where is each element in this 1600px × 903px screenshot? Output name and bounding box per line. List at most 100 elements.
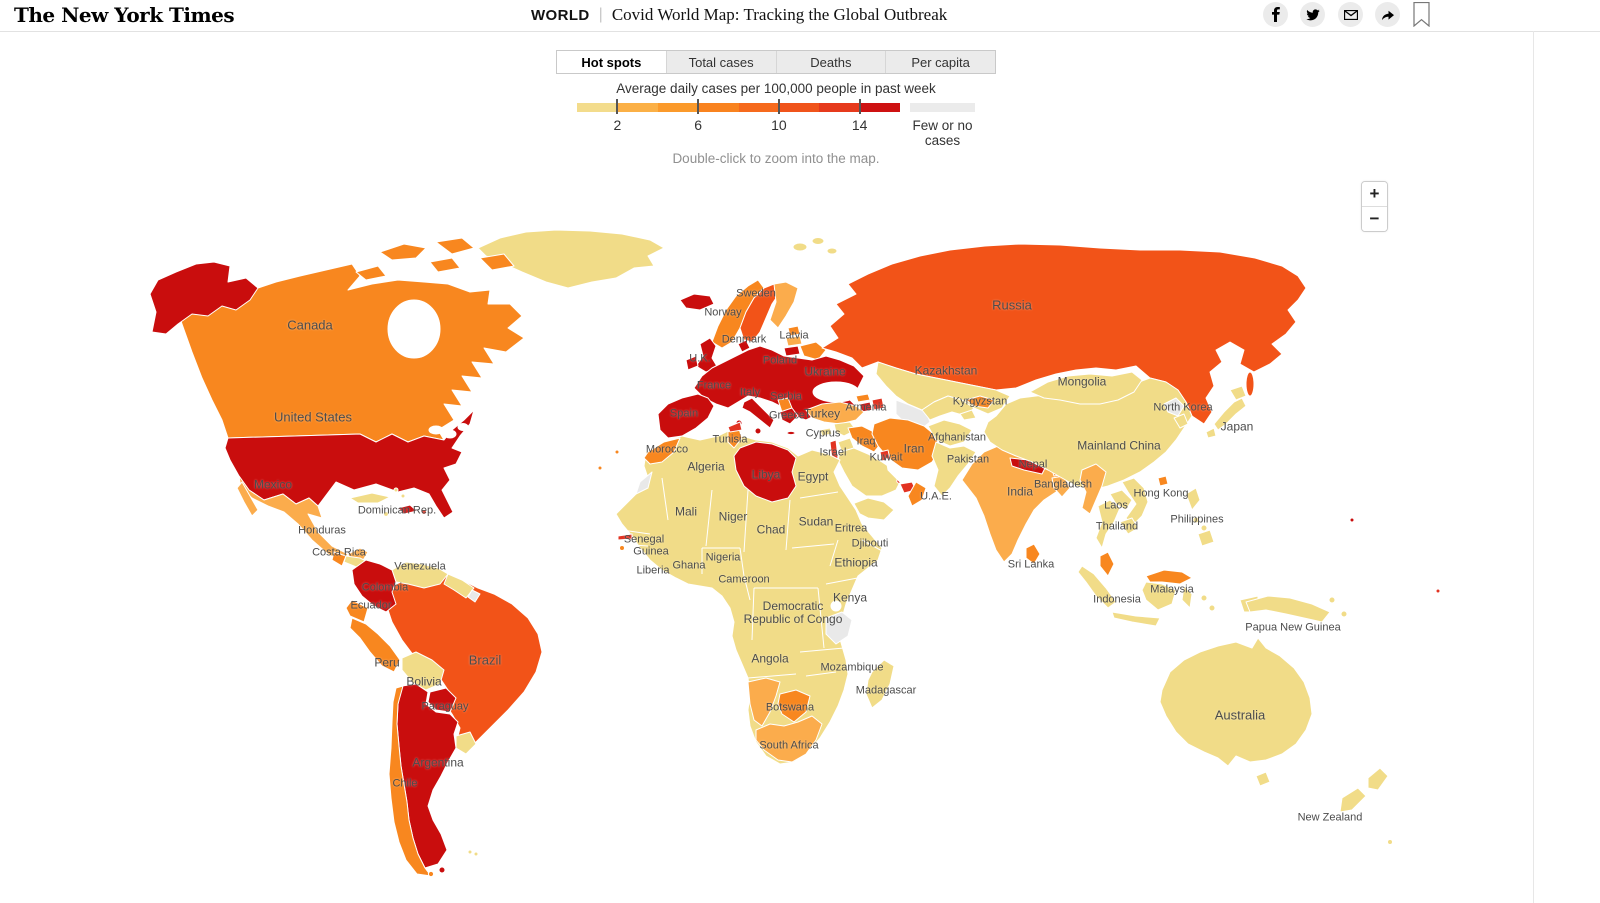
country-colombia[interactable]	[351, 559, 397, 613]
country-madagascar[interactable]	[865, 659, 895, 709]
country-estonia[interactable]	[787, 325, 801, 337]
twitter-share-button[interactable]	[1300, 2, 1325, 27]
country-indonesia-kalimantan[interactable]	[1141, 581, 1177, 611]
country-cambodia[interactable]	[1119, 517, 1139, 535]
country-mexico-baja[interactable]	[236, 481, 259, 517]
country-svalbard[interactable]	[792, 242, 808, 252]
country-spain[interactable]	[657, 393, 715, 439]
country-puerto-rico[interactable]	[421, 509, 427, 515]
country-tajikistan[interactable]	[959, 409, 977, 421]
country-australia-tasmania[interactable]	[1255, 771, 1271, 787]
falkland-islands[interactable]	[467, 849, 473, 855]
country-philippines-mindanao[interactable]	[1197, 529, 1215, 547]
country-namibia[interactable]	[747, 677, 781, 727]
save-button[interactable]	[1413, 1, 1430, 28]
country-bahamas[interactable]	[400, 493, 406, 499]
country-guatemala[interactable]	[331, 551, 347, 567]
email-share-button[interactable]	[1338, 2, 1363, 27]
section-label[interactable]: WORLD	[531, 6, 590, 24]
country-greenland[interactable]	[477, 229, 665, 289]
country-guyana[interactable]	[443, 573, 475, 599]
country-pakistan[interactable]	[931, 441, 977, 497]
country-lithuania[interactable]	[783, 345, 801, 357]
falkland-islands[interactable]	[473, 851, 479, 857]
country-malaysia-borneo[interactable]	[1145, 569, 1193, 585]
zoom-out-button[interactable]: −	[1362, 207, 1387, 231]
country-ireland[interactable]	[685, 355, 699, 371]
country-tanzania[interactable]	[825, 611, 853, 645]
country-paraguay[interactable]	[427, 687, 457, 713]
country-philippines-visayas[interactable]	[1200, 524, 1208, 532]
country-oman[interactable]	[907, 481, 927, 507]
world-map[interactable]: Canada United States Mexico Dominican Rep. H…	[0, 32, 1600, 903]
country-canary-islands[interactable]	[614, 449, 620, 455]
country-thailand[interactable]	[1095, 499, 1121, 549]
country-russia-sakhalin[interactable]	[1245, 371, 1255, 397]
country-cuba[interactable]	[349, 492, 391, 504]
country-libya[interactable]	[733, 441, 797, 503]
country-malaysia-peninsula[interactable]	[1099, 551, 1115, 577]
country-canada-arctic[interactable]	[429, 257, 461, 273]
country-philippines-luzon[interactable]	[1185, 487, 1201, 511]
share-button[interactable]	[1375, 2, 1400, 27]
country-south-korea[interactable]	[1173, 413, 1189, 429]
country-saudi-arabia[interactable]	[837, 447, 903, 497]
country-papua-new-guinea[interactable]	[1245, 595, 1331, 623]
country-indonesia-moluccas[interactable]	[1200, 594, 1208, 602]
country-chile-tdf[interactable]	[427, 870, 435, 878]
country-dominican-republic[interactable]	[397, 504, 418, 515]
country-north-korea[interactable]	[1163, 397, 1185, 417]
country-indonesia-sulawesi[interactable]	[1181, 585, 1193, 609]
country-myanmar[interactable]	[1079, 463, 1107, 515]
zoom-in-button[interactable]: +	[1362, 182, 1387, 207]
country-kuwait[interactable]	[879, 449, 891, 462]
country-japan-honshu[interactable]	[1213, 397, 1247, 431]
country-new-zealand-stewart[interactable]	[1387, 839, 1393, 845]
country-jamaica[interactable]	[383, 511, 389, 517]
country-indonesia-sumatra[interactable]	[1077, 565, 1117, 609]
country-canada-arctic[interactable]	[379, 243, 427, 261]
country-canada-arctic[interactable]	[355, 265, 387, 281]
country-western-sahara[interactable]	[635, 471, 653, 495]
tab-per-capita[interactable]: Per capita	[911, 54, 970, 70]
country-chile[interactable]	[388, 685, 432, 877]
country-vietnam[interactable]	[1121, 477, 1149, 527]
country-svalbard[interactable]	[826, 247, 838, 255]
tab-hot-spots[interactable]: Hot spots	[557, 51, 667, 73]
country-japan-hokkaido[interactable]	[1229, 385, 1247, 401]
country-png-islands[interactable]	[1328, 596, 1336, 604]
country-indonesia-java[interactable]	[1111, 611, 1161, 627]
country-botswana[interactable]	[777, 689, 811, 723]
country-australia[interactable]	[1159, 637, 1313, 767]
country-azerbaijan[interactable]	[871, 397, 885, 411]
country-png-islands[interactable]	[1340, 610, 1348, 618]
country-united-states-alaska[interactable]	[149, 261, 259, 335]
country-greece-crete[interactable]	[786, 430, 796, 436]
pacific-island[interactable]	[1349, 517, 1355, 523]
country-morocco[interactable]	[643, 437, 681, 465]
country-iceland[interactable]	[679, 293, 715, 311]
country-philippines-visayas[interactable]	[1192, 516, 1200, 524]
country-venezuela[interactable]	[391, 561, 449, 589]
country-georgia[interactable]	[855, 393, 871, 403]
country-taiwan[interactable]	[1157, 475, 1169, 487]
country-madeira[interactable]	[597, 465, 603, 471]
country-italy[interactable]	[741, 397, 775, 429]
tab-deaths[interactable]: Deaths	[777, 51, 887, 73]
country-new-zealand-south[interactable]	[1339, 787, 1367, 813]
country-latvia[interactable]	[785, 335, 803, 347]
country-argentina-tdf[interactable]	[438, 866, 446, 874]
country-canada-arctic[interactable]	[479, 253, 515, 271]
facebook-share-button[interactable]	[1263, 2, 1288, 27]
country-peru[interactable]	[349, 617, 401, 673]
country-south-africa[interactable]	[755, 715, 823, 763]
country-guinea-bissau[interactable]	[619, 545, 625, 551]
tab-total-cases[interactable]: Total cases	[667, 51, 777, 73]
country-armenia[interactable]	[859, 401, 873, 413]
country-canada-arctic[interactable]	[435, 237, 475, 255]
country-afghanistan[interactable]	[927, 419, 973, 447]
country-greece[interactable]	[779, 407, 799, 425]
country-bolivia[interactable]	[401, 651, 445, 691]
country-new-zealand-north[interactable]	[1367, 767, 1389, 791]
